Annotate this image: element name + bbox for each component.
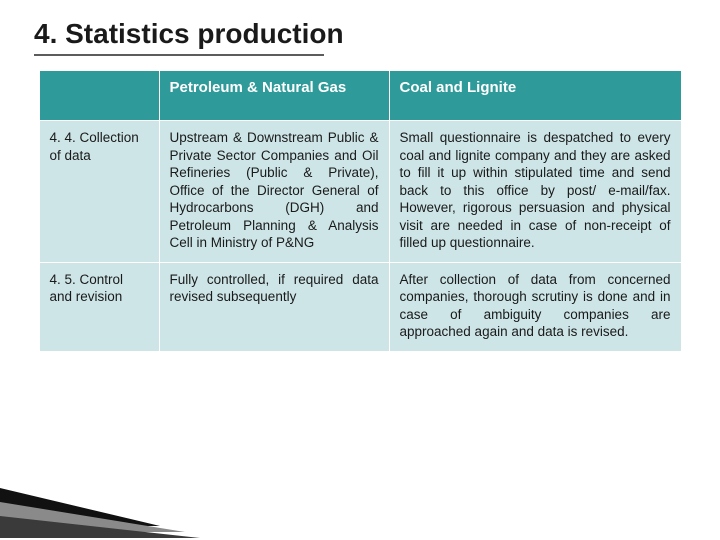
header-blank (39, 71, 159, 121)
header-petroleum: Petroleum & Natural Gas (159, 71, 389, 121)
statistics-table: Petroleum & Natural Gas Coal and Lignite… (39, 70, 682, 352)
row-label: 4. 5. Control and revision (39, 262, 159, 351)
cell-petroleum: Upstream & Downstream Public & Private S… (159, 121, 389, 263)
cell-petroleum: Fully controlled, if required data revis… (159, 262, 389, 351)
title-underline (34, 54, 324, 56)
slide-title: 4. Statistics production (0, 0, 720, 50)
table-header-row: Petroleum & Natural Gas Coal and Lignite (39, 71, 681, 121)
corner-decoration-icon (0, 488, 200, 538)
cell-coal: Small questionnaire is despatched to eve… (389, 121, 681, 263)
cell-coal: After collection of data from concerned … (389, 262, 681, 351)
row-label: 4. 4. Collection of data (39, 121, 159, 263)
table-row: 4. 5. Control and revision Fully control… (39, 262, 681, 351)
header-coal: Coal and Lignite (389, 71, 681, 121)
table-row: 4. 4. Collection of data Upstream & Down… (39, 121, 681, 263)
